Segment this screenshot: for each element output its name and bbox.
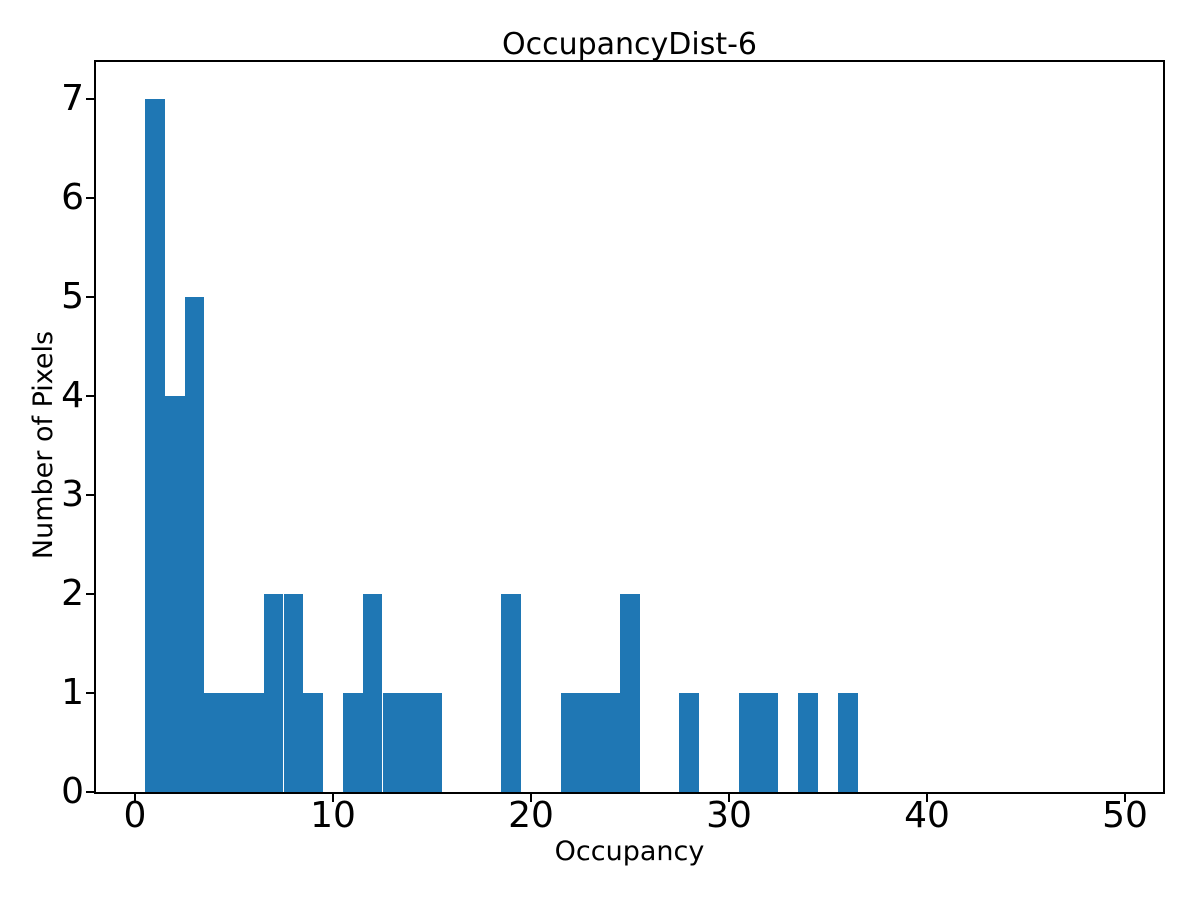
- x-tick-mark: [925, 794, 928, 802]
- x-tick-label: 10: [310, 795, 356, 836]
- x-tick-mark: [727, 794, 730, 802]
- y-tick-label: 1: [61, 671, 84, 713]
- histogram-bar: [184, 296, 205, 792]
- histogram-bar: [600, 692, 621, 792]
- y-tick-label: 5: [61, 275, 84, 317]
- histogram-bar: [164, 395, 185, 792]
- y-tick-mark: [86, 691, 94, 694]
- y-tick-mark: [86, 97, 94, 100]
- y-tick-label: 2: [61, 572, 84, 614]
- chart-title: OccupancyDist-6: [501, 27, 758, 62]
- x-tick-label: 20: [508, 795, 554, 836]
- x-tick-label: 50: [1102, 795, 1148, 836]
- histogram-bar: [501, 593, 522, 792]
- x-tick-mark: [529, 794, 532, 802]
- y-tick-mark: [86, 592, 94, 595]
- histogram-bar: [362, 593, 383, 792]
- histogram-bar: [224, 692, 244, 792]
- x-tick-label: 30: [706, 795, 752, 836]
- histogram-bar: [263, 593, 284, 792]
- y-tick-label: 4: [61, 374, 84, 416]
- histogram-bar: [837, 692, 858, 792]
- histogram-bar: [204, 692, 225, 792]
- histogram-bar: [580, 692, 601, 792]
- histogram-bar: [243, 692, 264, 792]
- x-axis-label: Occupancy: [554, 836, 705, 867]
- histogram-bar: [758, 692, 779, 792]
- histogram-bar: [283, 593, 304, 792]
- x-tick-label: 40: [904, 795, 950, 836]
- histogram-bar: [382, 692, 403, 792]
- y-tick-label: 7: [61, 77, 84, 119]
- y-tick-mark: [86, 295, 94, 298]
- x-tick-mark: [1123, 794, 1126, 802]
- y-tick-label: 0: [61, 771, 84, 812]
- y-tick-mark: [86, 493, 94, 496]
- histogram-bar: [798, 692, 819, 792]
- y-tick-label: 6: [61, 176, 84, 218]
- histogram-bar: [679, 692, 700, 792]
- y-axis-label: Number of Pixels: [28, 330, 59, 560]
- x-tick-label: 0: [123, 795, 147, 836]
- x-tick-mark: [332, 794, 334, 802]
- histogram-bar: [620, 593, 640, 792]
- histogram-bar: [422, 692, 442, 792]
- histogram-bar: [402, 692, 423, 792]
- histogram-bar: [144, 98, 165, 792]
- histogram-bar: [738, 692, 759, 792]
- plot-area: [94, 60, 1165, 794]
- y-tick-label: 3: [61, 473, 84, 515]
- histogram-bar: [342, 692, 363, 792]
- y-tick-mark: [86, 394, 94, 397]
- x-tick-mark: [134, 794, 136, 802]
- y-tick-mark: [86, 791, 94, 793]
- y-tick-mark: [86, 196, 94, 199]
- histogram-bar: [560, 692, 581, 792]
- histogram-bar: [303, 692, 324, 792]
